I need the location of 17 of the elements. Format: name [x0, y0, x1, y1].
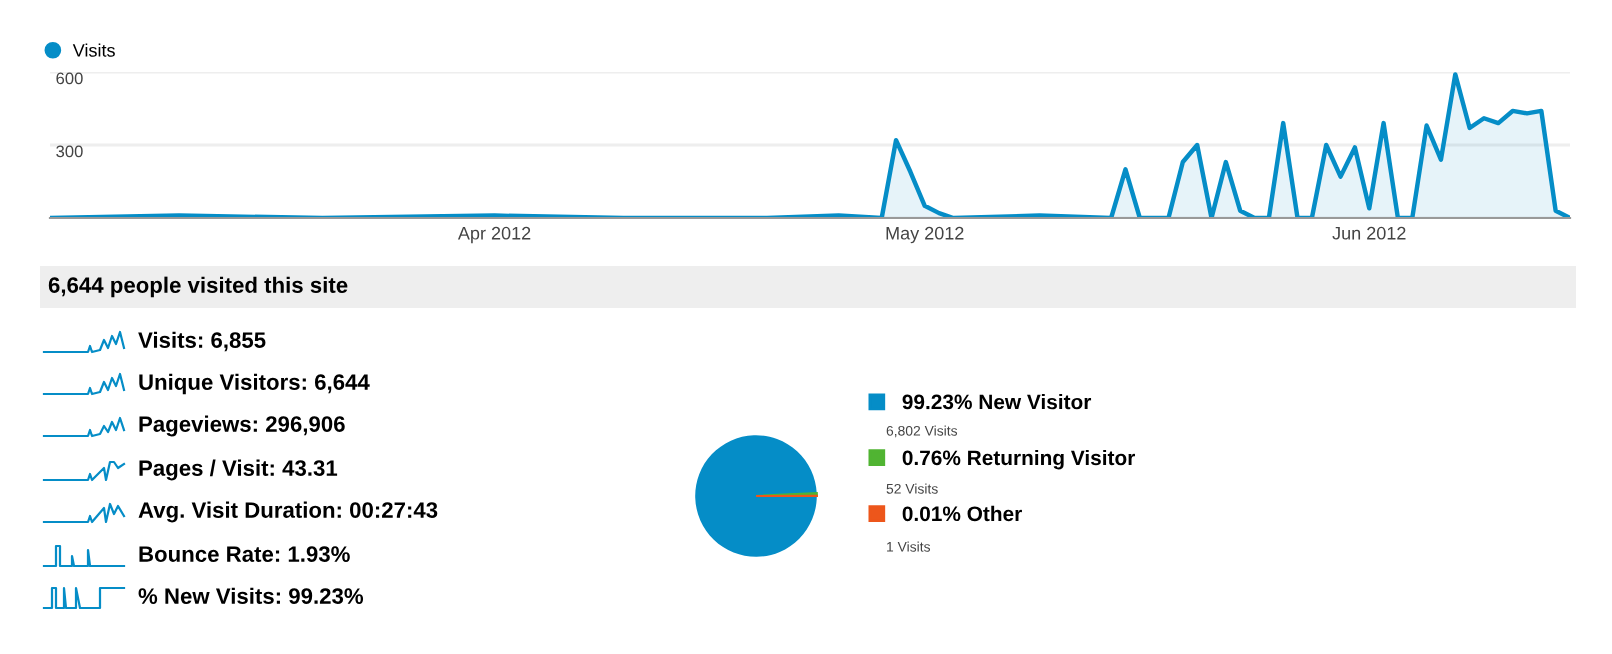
x-tick-label: Apr 2012 [457, 226, 531, 244]
text: Bounce Rate: 1.93% [139, 546, 350, 562]
text: Pages / Visit: 43.31 [139, 459, 338, 481]
text: % New Visits: 99.23% [138, 587, 364, 604]
x-tick-label: Jun 2012 [1332, 226, 1406, 240]
text: Pageviews: 296,906 [139, 415, 345, 437]
legend-label: 99.23% New Visitor [902, 394, 1092, 410]
x-tick-label: May 2012 [886, 226, 964, 244]
legend-label: 0.76% Returning Visitor [902, 449, 1135, 470]
legend-label: 0.01% Other [902, 505, 1022, 522]
y-tick-label: 600 [56, 72, 83, 85]
text: Unique Visitors: 6,644 [139, 373, 370, 395]
legend-label: Visits [72, 43, 115, 57]
y-tick-label: 300 [56, 145, 83, 158]
text: 6,644 people visited this site [48, 276, 348, 298]
text: Avg. Visit Duration: 00:27:43 [138, 501, 438, 523]
text: Visits: 6,855 [138, 331, 266, 352]
